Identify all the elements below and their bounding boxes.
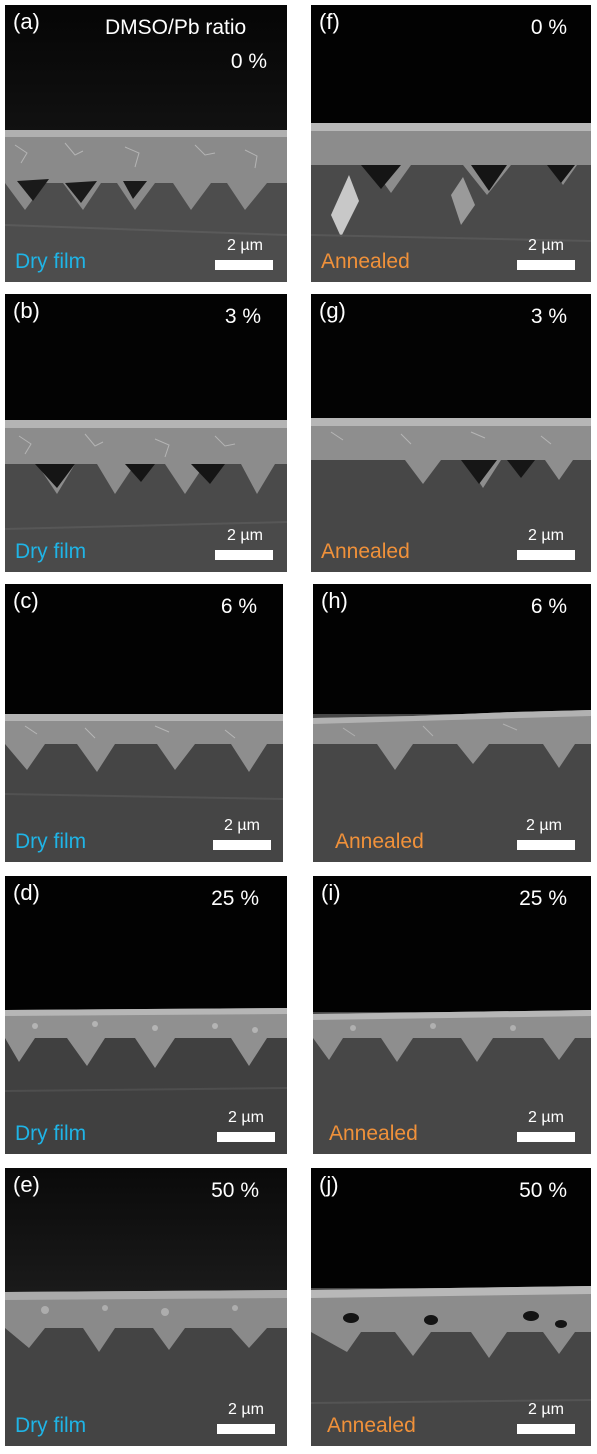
ratio-value: 25 % (519, 887, 567, 910)
sem-panel-d: (d) 25 % Dry film 2 µm (5, 876, 287, 1154)
condition-label: Dry film (15, 540, 87, 563)
ratio-value: 0 % (530, 16, 567, 39)
ratio-value: 6 % (220, 595, 257, 618)
scale-bar (517, 1424, 575, 1434)
scale-bar (517, 1132, 575, 1142)
sem-image (5, 876, 287, 1154)
panel-label: (j) (319, 1172, 339, 1197)
sem-image (5, 294, 287, 572)
scale-bar-label: 2 µm (228, 1109, 264, 1126)
ratio-value: 6 % (530, 595, 567, 618)
condition-label: Dry film (15, 1414, 87, 1437)
sem-panel-b: (b) 3 % Dry film 2 µm (5, 294, 287, 572)
scale-bar (215, 260, 273, 270)
scale-bar-label: 2 µm (526, 817, 562, 834)
sem-image (5, 584, 283, 862)
scale-bar-label: 2 µm (228, 1401, 264, 1418)
condition-label: Annealed (321, 540, 410, 563)
sem-panel-c: (c) 6 % Dry film 2 µm (5, 584, 283, 862)
ratio-header: DMSO/Pb ratio (105, 16, 247, 39)
ratio-value: 25 % (211, 887, 259, 910)
scale-bar (215, 550, 273, 560)
sem-panel-h: (h) 6 % Annealed 2 µm (313, 584, 591, 862)
sem-image (5, 5, 287, 282)
panel-label: (e) (13, 1172, 40, 1197)
sem-panel-f: (f) 0 % Annealed 2 µm (311, 5, 591, 282)
sem-image (313, 584, 591, 862)
ratio-value: 3 % (224, 305, 261, 328)
panel-label: (f) (319, 9, 340, 34)
panel-label: (a) (13, 9, 40, 34)
sem-panel-g: (g) 3 % Annealed 2 µm (311, 294, 591, 572)
ratio-value: 3 % (530, 305, 567, 328)
sem-panel-a: (a) DMSO/Pb ratio 0 % Dry film 2 µm (5, 5, 287, 282)
scale-bar (213, 840, 271, 850)
condition-label: Dry film (15, 1122, 87, 1145)
condition-label: Annealed (321, 250, 410, 273)
sem-panel-i: (i) 25 % Annealed 2 µm (313, 876, 591, 1154)
scale-bar-label: 2 µm (528, 237, 564, 254)
scale-bar-label: 2 µm (528, 527, 564, 544)
sem-panel-e: (e) 50 % Dry film 2 µm (5, 1168, 287, 1446)
scale-bar-label: 2 µm (227, 527, 263, 544)
sem-panel-j: (j) 50 % Annealed 2 µm (311, 1168, 591, 1446)
sem-image (311, 294, 591, 572)
condition-label: Annealed (335, 830, 424, 853)
scale-bar (517, 840, 575, 850)
ratio-value: 50 % (519, 1179, 567, 1202)
panel-label: (g) (319, 298, 346, 323)
sem-image (311, 5, 591, 282)
scale-bar-label: 2 µm (224, 817, 260, 834)
scale-bar-label: 2 µm (528, 1401, 564, 1418)
panel-label: (h) (321, 588, 348, 613)
condition-label: Annealed (327, 1414, 416, 1437)
scale-bar (517, 550, 575, 560)
sem-image (313, 876, 591, 1154)
condition-label: Dry film (15, 250, 87, 273)
panel-label: (c) (13, 588, 39, 613)
panel-label: (d) (13, 880, 40, 905)
scale-bar (517, 260, 575, 270)
scale-bar (217, 1132, 275, 1142)
scale-bar (217, 1424, 275, 1434)
ratio-value: 50 % (211, 1179, 259, 1202)
scale-bar-label: 2 µm (227, 237, 263, 254)
scale-bar-label: 2 µm (528, 1109, 564, 1126)
condition-label: Dry film (15, 830, 87, 853)
panel-label: (i) (321, 880, 341, 905)
sem-image (5, 1168, 287, 1446)
condition-label: Annealed (329, 1122, 418, 1145)
panel-label: (b) (13, 298, 40, 323)
sem-image (311, 1168, 591, 1446)
ratio-value: 0 % (230, 50, 267, 73)
